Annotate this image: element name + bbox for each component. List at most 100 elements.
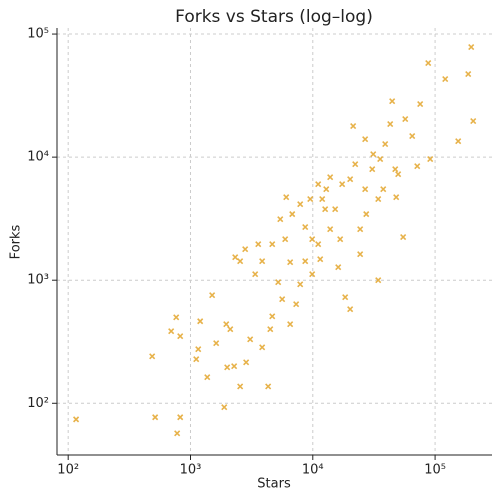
point	[223, 321, 230, 328]
point	[323, 186, 330, 193]
x-tick-label: 10⁵	[424, 463, 446, 478]
point	[375, 277, 382, 284]
point	[209, 292, 216, 299]
point	[362, 186, 369, 193]
point	[221, 404, 228, 411]
point	[380, 186, 387, 193]
point	[231, 363, 238, 370]
point	[347, 176, 354, 183]
point	[287, 321, 294, 328]
chart-title: Forks vs Stars (log–log)	[175, 7, 373, 27]
point	[309, 236, 316, 243]
point	[350, 123, 357, 130]
point	[315, 241, 322, 248]
point	[237, 383, 244, 390]
point	[382, 141, 389, 148]
point	[319, 196, 326, 203]
point	[297, 281, 304, 288]
point	[455, 138, 462, 145]
point	[275, 279, 282, 286]
point	[357, 226, 364, 233]
point	[283, 194, 290, 201]
point	[317, 256, 324, 263]
point	[332, 206, 339, 213]
point	[149, 353, 156, 360]
point	[237, 258, 244, 265]
point	[395, 171, 402, 178]
point	[307, 196, 314, 203]
point	[204, 374, 211, 381]
point	[375, 196, 382, 203]
point	[427, 156, 434, 163]
point	[302, 258, 309, 265]
x-tick-label: 10²	[57, 463, 79, 478]
point	[277, 216, 284, 223]
point	[315, 181, 322, 188]
point	[232, 254, 239, 261]
point	[197, 318, 204, 325]
point	[393, 194, 400, 201]
point	[302, 224, 309, 231]
point	[322, 206, 329, 213]
point	[279, 296, 286, 303]
point	[465, 70, 472, 78]
point	[174, 430, 181, 437]
point	[168, 328, 175, 335]
point	[177, 333, 184, 340]
point	[347, 306, 354, 313]
point	[259, 344, 266, 351]
point	[370, 151, 377, 158]
point	[309, 271, 316, 278]
point	[243, 359, 250, 366]
point	[327, 226, 334, 233]
point	[255, 241, 262, 248]
point	[297, 201, 304, 208]
x-tick-label: 10⁴	[302, 463, 324, 478]
y-tick-label: 10⁴	[27, 150, 49, 165]
point	[73, 416, 80, 423]
point	[352, 161, 359, 168]
point	[387, 121, 394, 128]
y-tick-label: 10²	[27, 396, 49, 411]
point	[342, 294, 349, 301]
point	[377, 156, 384, 163]
point	[425, 60, 432, 67]
point	[470, 117, 477, 125]
point	[392, 166, 399, 173]
point	[265, 383, 272, 390]
point	[402, 116, 409, 123]
point	[267, 326, 274, 333]
y-tick-label: 10³	[27, 273, 49, 288]
point	[417, 101, 424, 108]
point	[337, 236, 344, 243]
point	[389, 98, 396, 105]
y-tick-label: 10⁵	[27, 27, 49, 42]
point	[289, 211, 296, 218]
point	[287, 259, 294, 266]
point	[400, 234, 407, 241]
point	[468, 44, 475, 51]
point	[213, 340, 220, 347]
point	[242, 246, 249, 253]
point	[369, 166, 376, 173]
point	[442, 76, 449, 83]
x-tick-label: 10³	[180, 463, 202, 478]
point	[152, 414, 159, 421]
point	[269, 241, 276, 248]
point	[224, 364, 231, 371]
point	[259, 258, 266, 265]
point	[414, 163, 421, 170]
point	[293, 301, 300, 308]
point	[269, 313, 276, 320]
point	[252, 271, 259, 278]
point	[227, 326, 234, 333]
point	[195, 346, 202, 353]
point	[409, 133, 416, 140]
y-axis-label: Forks	[9, 224, 24, 259]
point	[177, 414, 184, 421]
point	[173, 314, 180, 321]
point	[282, 236, 289, 243]
point	[339, 181, 346, 188]
point	[327, 174, 334, 181]
